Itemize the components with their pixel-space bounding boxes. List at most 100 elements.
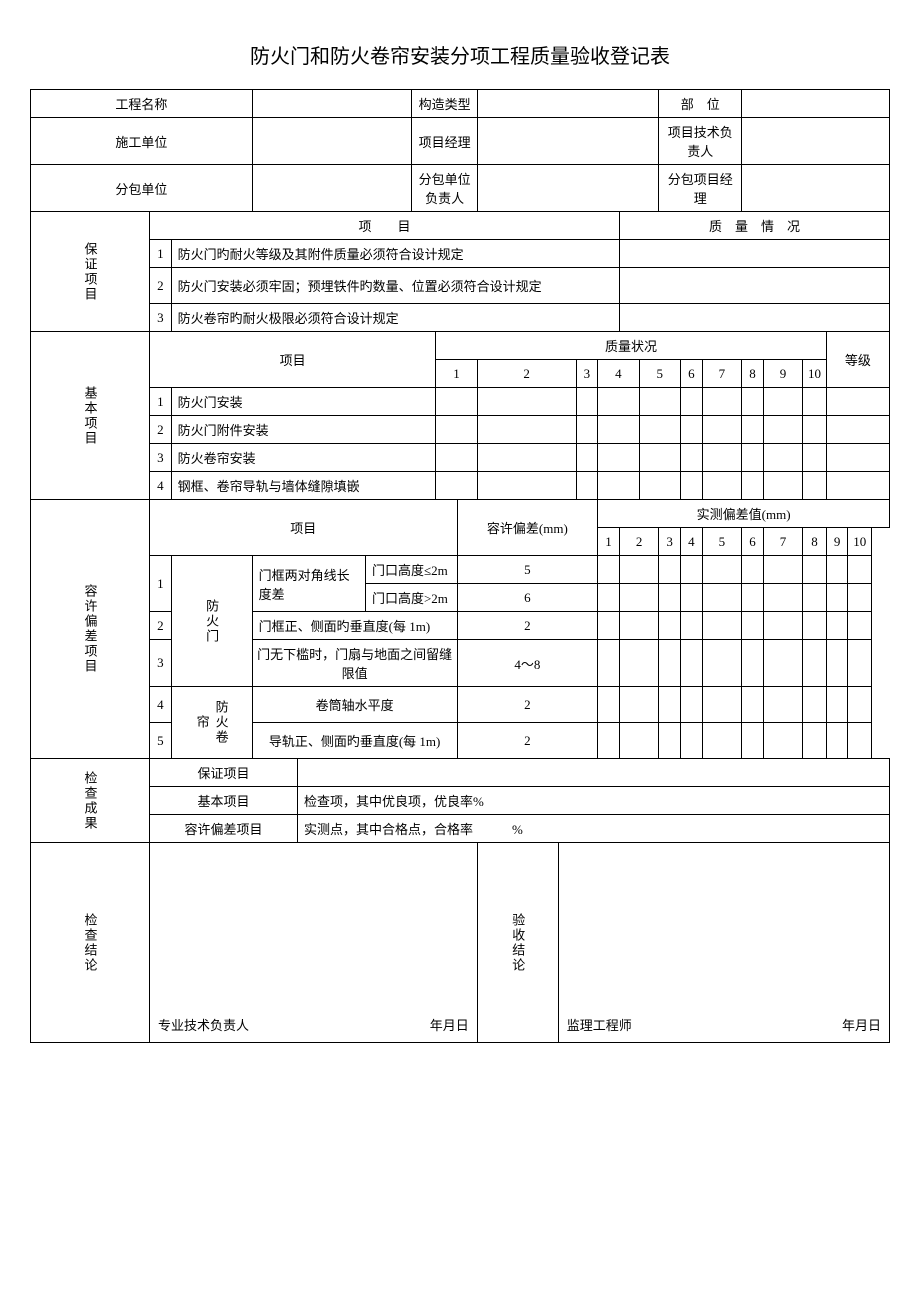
table-cell[interactable] [763,444,802,472]
table-cell[interactable] [619,687,658,723]
table-cell[interactable] [702,556,741,584]
table-cell[interactable] [702,388,741,416]
table-cell[interactable] [848,687,872,723]
table-cell[interactable] [598,612,620,640]
table-cell[interactable] [848,612,872,640]
table-cell[interactable] [598,416,639,444]
table-cell[interactable] [702,640,741,687]
table-cell[interactable] [639,416,680,444]
table-cell[interactable] [702,584,741,612]
table-cell[interactable] [742,444,764,472]
table-cell[interactable] [826,687,848,723]
table-cell[interactable] [619,723,658,759]
table-cell[interactable] [681,388,703,416]
table-cell[interactable] [619,584,658,612]
table-cell[interactable] [681,556,703,584]
table-cell[interactable] [659,687,681,723]
table-cell[interactable] [742,556,764,584]
table-cell[interactable] [803,723,827,759]
table-cell[interactable] [702,444,741,472]
table-cell[interactable] [659,640,681,687]
table-cell[interactable] [702,612,741,640]
table-cell[interactable] [576,416,598,444]
table-cell[interactable] [826,723,848,759]
table-cell[interactable] [742,388,764,416]
table-cell[interactable] [742,723,764,759]
table-cell[interactable] [742,584,764,612]
table-cell[interactable] [763,640,802,687]
table-cell[interactable] [598,472,639,500]
table-cell[interactable] [826,612,848,640]
table-cell[interactable] [598,723,620,759]
table-cell[interactable] [598,556,620,584]
table-cell[interactable] [436,444,478,472]
table-cell[interactable] [659,723,681,759]
table-cell[interactable] [763,687,802,723]
table-cell[interactable] [681,584,703,612]
table-cell[interactable] [436,416,478,444]
table-cell[interactable] [848,556,872,584]
table-cell[interactable] [477,388,576,416]
table-cell[interactable] [681,416,703,444]
table-cell[interactable] [659,612,681,640]
table-cell[interactable] [826,640,848,687]
table-cell[interactable] [742,687,764,723]
table-cell[interactable] [803,640,827,687]
table-cell[interactable] [803,556,827,584]
table-cell[interactable] [477,472,576,500]
field-construction-unit[interactable] [252,118,412,165]
table-cell[interactable] [681,444,703,472]
table-cell[interactable] [826,584,848,612]
guarantee-val-1[interactable] [619,240,889,268]
table-cell[interactable] [598,388,639,416]
table-cell[interactable] [803,388,827,416]
table-cell[interactable] [576,472,598,500]
table-cell[interactable] [702,416,741,444]
table-cell[interactable] [681,723,703,759]
field-subcontractor[interactable] [252,165,412,212]
table-cell[interactable] [763,472,802,500]
table-cell[interactable] [681,640,703,687]
table-cell[interactable] [742,416,764,444]
table-cell[interactable] [763,416,802,444]
table-cell[interactable] [436,472,478,500]
table-cell[interactable] [826,444,889,472]
conclusion-right[interactable]: 监理工程师 年月日 [558,843,889,1043]
table-cell[interactable] [826,416,889,444]
table-cell[interactable] [619,612,658,640]
field-sub-lead[interactable] [477,165,659,212]
table-cell[interactable] [681,612,703,640]
table-cell[interactable] [659,556,681,584]
table-cell[interactable] [803,687,827,723]
field-structure-type[interactable] [477,90,659,118]
table-cell[interactable] [598,584,620,612]
table-cell[interactable] [763,388,802,416]
table-cell[interactable] [659,584,681,612]
table-cell[interactable] [763,612,802,640]
table-cell[interactable] [826,388,889,416]
table-cell[interactable] [702,723,741,759]
table-cell[interactable] [763,584,802,612]
table-cell[interactable] [681,687,703,723]
table-cell[interactable] [803,416,827,444]
table-cell[interactable] [848,640,872,687]
table-cell[interactable] [742,472,764,500]
table-cell[interactable] [803,612,827,640]
table-cell[interactable] [576,388,598,416]
table-cell[interactable] [803,472,827,500]
table-cell[interactable] [639,444,680,472]
table-cell[interactable] [826,472,889,500]
field-tech-lead[interactable] [742,118,890,165]
table-cell[interactable] [477,416,576,444]
table-cell[interactable] [803,444,827,472]
table-cell[interactable] [848,723,872,759]
result-row1-val[interactable] [297,759,889,787]
table-cell[interactable] [598,687,620,723]
guarantee-val-2[interactable] [619,268,889,304]
table-cell[interactable] [681,472,703,500]
table-cell[interactable] [803,584,827,612]
table-cell[interactable] [576,444,598,472]
conclusion-left[interactable]: 专业技术负责人 年月日 [150,843,478,1043]
table-cell[interactable] [702,472,741,500]
field-location[interactable] [742,90,890,118]
